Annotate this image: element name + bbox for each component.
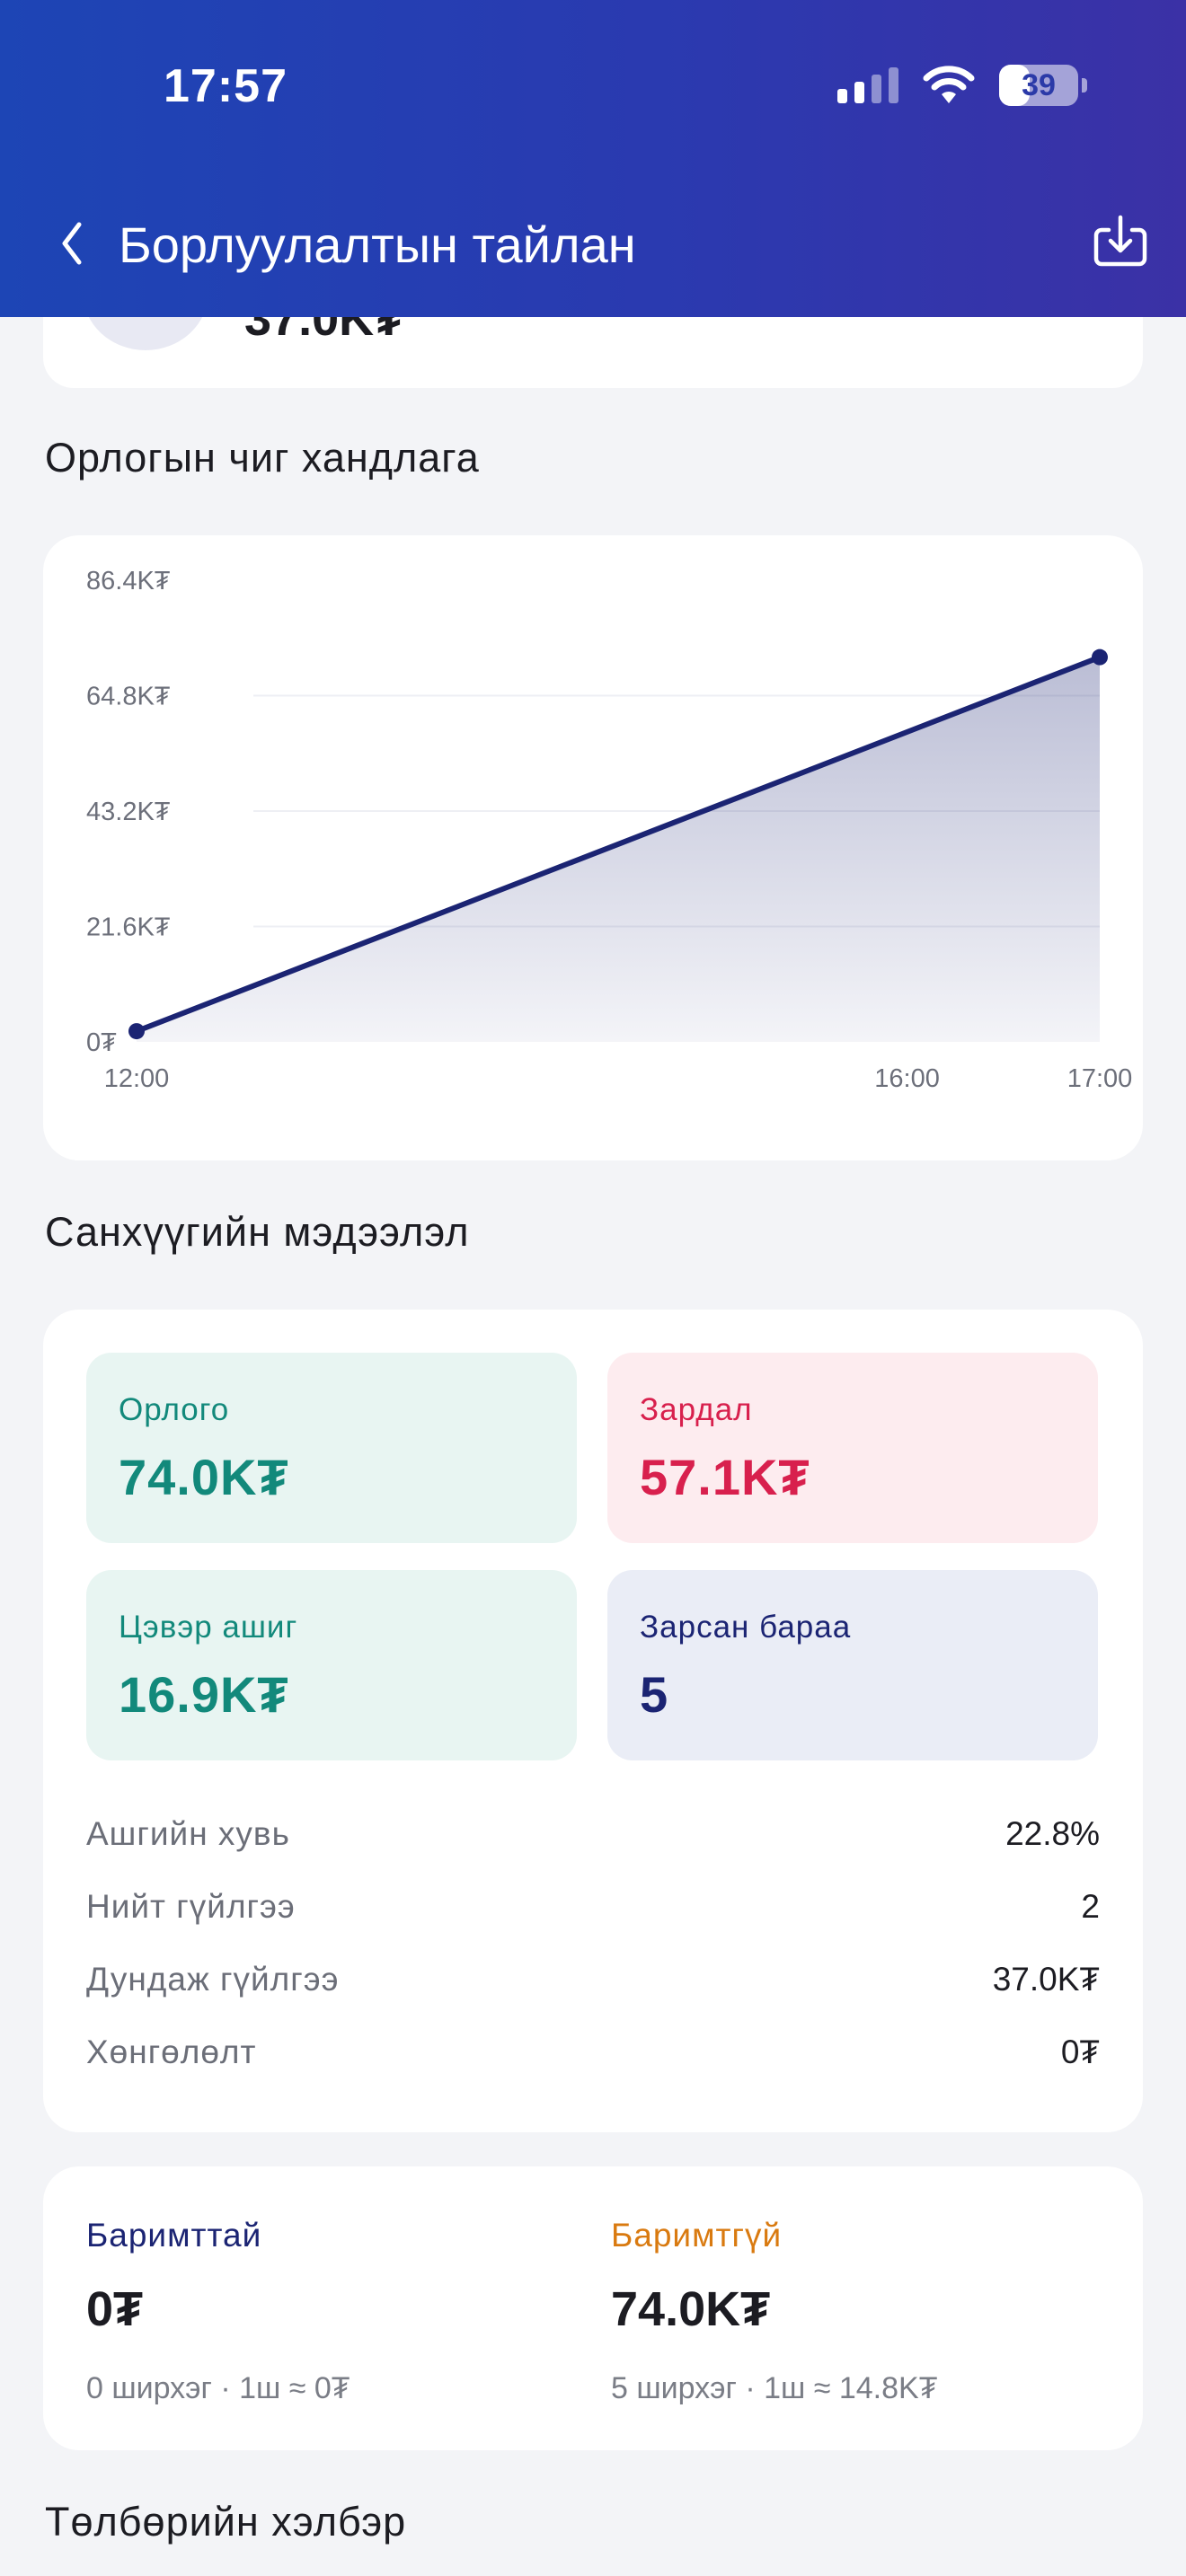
with-receipt-amount: 0₮	[86, 2282, 144, 2336]
net-profit-value: 16.9K₮	[119, 1666, 289, 1723]
cellular-signal-icon	[837, 67, 898, 103]
y-tick-label: 43.2K₮	[86, 798, 171, 826]
discount-label: Хөнгөлөлт	[86, 2033, 257, 2070]
chevron-left-icon	[62, 222, 82, 265]
income-tile: Орлого 74.0K₮	[86, 1353, 577, 1543]
trend-point	[128, 1023, 145, 1040]
with-receipt-detail: 0 ширхэг · 1ш ≈ 0₮	[86, 2371, 350, 2405]
total-transactions-label: Нийт гүйлгээ	[86, 1888, 296, 1925]
battery-fill	[999, 65, 1031, 106]
discount-value: 0₮	[1060, 2033, 1100, 2070]
download-icon	[1093, 215, 1147, 267]
battery-level-text: 39	[1022, 68, 1056, 102]
x-tick-label: 16:00	[874, 1064, 940, 1093]
items-sold-tile: Зарсан бараа 5	[607, 1570, 1098, 1760]
revenue-trend-card: 86.4K₮ 64.8K₮ 43.2K₮ 21.6K₮ 0₮ 12:00 16:00 17:0…	[43, 535, 1143, 1160]
expense-tile: Зардал 57.1K₮	[607, 1353, 1098, 1543]
trend-point	[1092, 648, 1108, 666]
profit-margin-value: 22.8%	[1005, 1815, 1100, 1852]
expense-value: 57.1K₮	[640, 1449, 810, 1505]
net-profit-label: Цэвэр ашиг	[119, 1610, 298, 1645]
finance-card: Орлого 74.0K₮ Зардал 57.1K₮ Цэвэр ашиг 1…	[43, 1310, 1143, 2132]
back-button[interactable]	[47, 212, 101, 275]
revenue-trend-chart: 86.4K₮ 64.8K₮ 43.2K₮ 21.6K₮ 0₮ 12:00 16:00 17:0…	[86, 567, 1133, 1093]
page-title: Борлуулалтын тайлан	[119, 216, 636, 273]
without-receipt-amount: 74.0K₮	[611, 2282, 771, 2336]
items-sold-label: Зарсан бараа	[640, 1610, 852, 1645]
status-icons: 39	[837, 65, 1087, 106]
y-tick-label: 64.8K₮	[86, 683, 171, 711]
finance-title: Санхүүгийн мэдээлэл	[45, 1209, 470, 1255]
profit-margin-label: Ашгийн хувь	[86, 1815, 290, 1852]
revenue-trend-title: Орлогын чиг хандлага	[45, 435, 480, 481]
with-receipt-label: Баримттай	[86, 2217, 262, 2254]
trend-line	[134, 654, 1102, 1035]
without-receipt-column: Баримтгүй 74.0K₮ 5 ширхэг · 1ш ≈ 14.8K₮	[611, 2166, 1114, 2450]
profit-margin-row: Ашгийн хувь 22.8%	[86, 1807, 1100, 1861]
income-label: Орлого	[119, 1392, 230, 1427]
income-value: 74.0K₮	[119, 1449, 289, 1505]
wifi-icon	[923, 66, 975, 103]
items-sold-value: 5	[640, 1666, 669, 1723]
status-time: 17:57	[164, 60, 288, 112]
total-transactions-row: Нийт гүйлгээ 2	[86, 1880, 1100, 1934]
x-tick-label: 17:00	[1067, 1064, 1133, 1093]
without-receipt-label: Баримтгүй	[611, 2217, 783, 2254]
x-tick-label: 12:00	[104, 1064, 170, 1093]
discount-row: Хөнгөлөлт 0₮	[86, 2025, 1100, 2079]
battery-indicator: 39	[999, 65, 1087, 106]
y-tick-label: 0₮	[86, 1028, 117, 1057]
with-receipt-column: Баримттай 0₮ 0 ширхэг · 1ш ≈ 0₮	[86, 2166, 589, 2450]
total-transactions-value: 2	[1081, 1888, 1100, 1925]
average-transaction-row: Дундаж гүйлгээ 37.0K₮	[86, 1953, 1100, 2007]
battery-cap	[1082, 78, 1087, 93]
y-tick-label: 86.4K₮	[86, 567, 171, 595]
receipts-card: Баримттай 0₮ 0 ширхэг · 1ш ≈ 0₮ Баримтгү…	[43, 2166, 1143, 2450]
average-transaction-value: 37.0K₮	[992, 1961, 1100, 1998]
without-receipt-detail: 5 ширхэг · 1ш ≈ 14.8K₮	[611, 2371, 938, 2405]
download-button[interactable]	[1089, 210, 1152, 273]
expense-label: Зардал	[640, 1392, 753, 1427]
app-header: 17:57 39 Борлуулалтын тайлан	[0, 0, 1186, 317]
net-profit-tile: Цэвэр ашиг 16.9K₮	[86, 1570, 577, 1760]
y-tick-label: 21.6K₮	[86, 913, 171, 942]
payment-method-title: Төлбөрийн хэлбэр	[45, 2499, 407, 2545]
average-transaction-label: Дундаж гүйлгээ	[86, 1961, 340, 1998]
